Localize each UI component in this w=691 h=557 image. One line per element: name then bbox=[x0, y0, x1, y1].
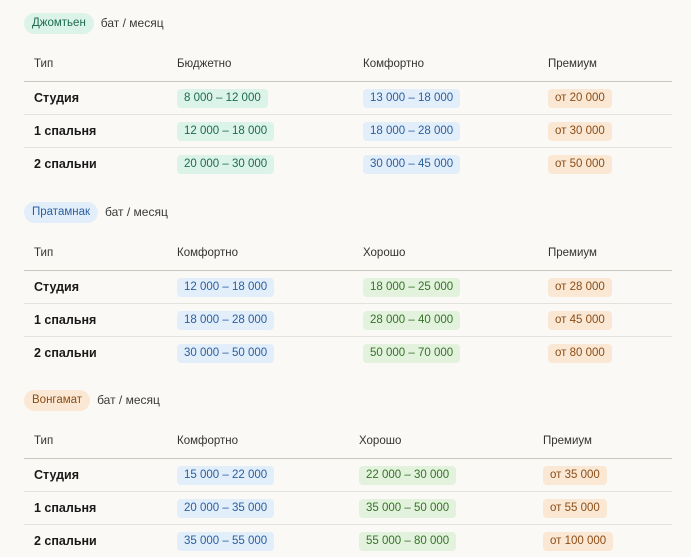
price-pill: 22 000 – 30 000 bbox=[359, 466, 456, 485]
section-header: Вонгамат бат / месяц bbox=[24, 389, 672, 411]
price-pill: 35 000 – 55 000 bbox=[177, 532, 274, 551]
column-header: Комфортно bbox=[167, 235, 353, 271]
table-row: 1 спальня 20 000 – 35 000 35 000 – 50 00… bbox=[24, 492, 672, 525]
table-row: Студия 15 000 – 22 000 22 000 – 30 000 о… bbox=[24, 459, 672, 492]
price-pill: 8 000 – 12 000 bbox=[177, 89, 268, 108]
apartment-type: 1 спальня bbox=[24, 492, 167, 525]
price-pill: 15 000 – 22 000 bbox=[177, 466, 274, 485]
column-header: Премиум bbox=[538, 235, 672, 271]
price-pill: 30 000 – 45 000 bbox=[363, 155, 460, 174]
price-pill: от 80 000 bbox=[548, 344, 612, 363]
district-badge: Вонгамат bbox=[24, 390, 90, 411]
district-badge: Пратамнак bbox=[24, 202, 98, 223]
column-header: Премиум bbox=[538, 46, 672, 82]
unit-label: бат / месяц bbox=[105, 205, 168, 219]
price-pill: 50 000 – 70 000 bbox=[363, 344, 460, 363]
price-pill: 35 000 – 50 000 bbox=[359, 499, 456, 518]
price-table: Тип Бюджетно Комфортно Премиум Студия 8 … bbox=[24, 46, 672, 180]
price-pill: 13 000 – 18 000 bbox=[363, 89, 460, 108]
table-row: 2 спальни 20 000 – 30 000 30 000 – 45 00… bbox=[24, 148, 672, 181]
table-header-row: Тип Бюджетно Комфортно Премиум bbox=[24, 46, 672, 82]
district-section-wongamat: Вонгамат бат / месяц Тип Комфортно Хорош… bbox=[24, 389, 672, 557]
table-header-row: Тип Комфортно Хорошо Премиум bbox=[24, 423, 672, 459]
price-pill: 18 000 – 28 000 bbox=[363, 122, 460, 141]
table-row: Студия 8 000 – 12 000 13 000 – 18 000 от… bbox=[24, 82, 672, 115]
column-header: Комфортно bbox=[353, 46, 538, 82]
table-row: Студия 12 000 – 18 000 18 000 – 25 000 о… bbox=[24, 271, 672, 304]
table-row: 2 спальни 30 000 – 50 000 50 000 – 70 00… bbox=[24, 337, 672, 370]
price-pill: 18 000 – 25 000 bbox=[363, 278, 460, 297]
apartment-type: Студия bbox=[24, 271, 167, 304]
district-badge: Джомтьен bbox=[24, 13, 94, 34]
column-header: Комфортно bbox=[167, 423, 349, 459]
apartment-type: 2 спальни bbox=[24, 148, 167, 181]
price-table: Тип Комфортно Хорошо Премиум Студия 15 0… bbox=[24, 423, 672, 557]
column-header: Бюджетно bbox=[167, 46, 353, 82]
column-header: Тип bbox=[24, 423, 167, 459]
table-row: 1 спальня 12 000 – 18 000 18 000 – 28 00… bbox=[24, 115, 672, 148]
column-header: Премиум bbox=[533, 423, 672, 459]
unit-label: бат / месяц bbox=[97, 393, 160, 407]
apartment-type: Студия bbox=[24, 82, 167, 115]
price-pill: от 28 000 bbox=[548, 278, 612, 297]
price-pill: от 20 000 bbox=[548, 89, 612, 108]
unit-label: бат / месяц bbox=[101, 16, 164, 30]
table-row: 1 спальня 18 000 – 28 000 28 000 – 40 00… bbox=[24, 304, 672, 337]
price-pill: 18 000 – 28 000 bbox=[177, 311, 274, 330]
price-pill: 55 000 – 80 000 bbox=[359, 532, 456, 551]
district-section-pratamnak: Пратамнак бат / месяц Тип Комфортно Хоро… bbox=[24, 201, 672, 369]
section-header: Джомтьен бат / месяц bbox=[24, 12, 672, 34]
section-header: Пратамнак бат / месяц bbox=[24, 201, 672, 223]
apartment-type: 2 спальни bbox=[24, 337, 167, 370]
column-header: Хорошо bbox=[353, 235, 538, 271]
price-table: Тип Комфортно Хорошо Премиум Студия 12 0… bbox=[24, 235, 672, 369]
price-pill: 12 000 – 18 000 bbox=[177, 122, 274, 141]
price-pill: 12 000 – 18 000 bbox=[177, 278, 274, 297]
column-header: Хорошо bbox=[349, 423, 533, 459]
price-pill: от 55 000 bbox=[543, 499, 607, 518]
table-header-row: Тип Комфортно Хорошо Премиум bbox=[24, 235, 672, 271]
apartment-type: 1 спальня bbox=[24, 304, 167, 337]
column-header: Тип bbox=[24, 235, 167, 271]
apartment-type: 1 спальня bbox=[24, 115, 167, 148]
price-pill: от 45 000 bbox=[548, 311, 612, 330]
column-header: Тип bbox=[24, 46, 167, 82]
price-pill: от 50 000 bbox=[548, 155, 612, 174]
price-pill: от 35 000 bbox=[543, 466, 607, 485]
district-section-jomtien: Джомтьен бат / месяц Тип Бюджетно Комфор… bbox=[24, 12, 672, 180]
price-pill: 28 000 – 40 000 bbox=[363, 311, 460, 330]
price-pill: от 100 000 bbox=[543, 532, 613, 551]
apartment-type: Студия bbox=[24, 459, 167, 492]
price-pill: 20 000 – 35 000 bbox=[177, 499, 274, 518]
apartment-type: 2 спальни bbox=[24, 525, 167, 557]
table-row: 2 спальни 35 000 – 55 000 55 000 – 80 00… bbox=[24, 525, 672, 557]
price-pill: 30 000 – 50 000 bbox=[177, 344, 274, 363]
price-pill: от 30 000 bbox=[548, 122, 612, 141]
price-pill: 20 000 – 30 000 bbox=[177, 155, 274, 174]
